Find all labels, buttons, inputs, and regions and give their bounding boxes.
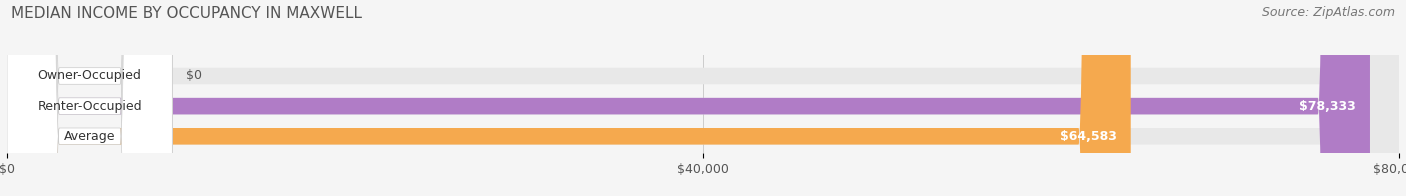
FancyBboxPatch shape xyxy=(7,0,1130,196)
FancyBboxPatch shape xyxy=(7,0,1399,196)
FancyBboxPatch shape xyxy=(7,0,1399,196)
FancyBboxPatch shape xyxy=(7,0,1399,196)
Text: $64,583: $64,583 xyxy=(1060,130,1116,143)
Text: Average: Average xyxy=(63,130,115,143)
Text: $0: $0 xyxy=(186,70,202,83)
Text: Owner-Occupied: Owner-Occupied xyxy=(38,70,142,83)
FancyBboxPatch shape xyxy=(7,0,173,196)
Text: $78,333: $78,333 xyxy=(1299,100,1355,113)
FancyBboxPatch shape xyxy=(7,0,173,196)
Text: Renter-Occupied: Renter-Occupied xyxy=(38,100,142,113)
FancyBboxPatch shape xyxy=(7,0,1369,196)
FancyBboxPatch shape xyxy=(7,0,173,196)
Text: MEDIAN INCOME BY OCCUPANCY IN MAXWELL: MEDIAN INCOME BY OCCUPANCY IN MAXWELL xyxy=(11,6,363,21)
Text: Source: ZipAtlas.com: Source: ZipAtlas.com xyxy=(1261,6,1395,19)
